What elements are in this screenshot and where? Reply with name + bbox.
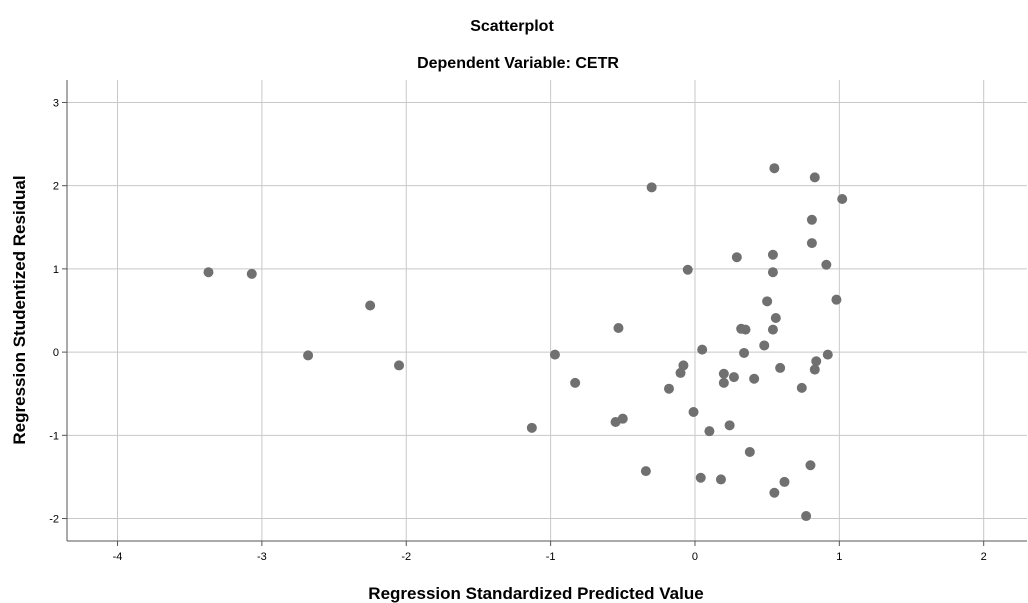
scatter-point <box>796 382 807 393</box>
scatter-point <box>767 324 778 335</box>
scatter-point <box>809 172 820 183</box>
x-tick-label: -2 <box>401 551 411 563</box>
x-axis-label: Regression Standardized Predicted Value <box>368 584 703 603</box>
scatter-point <box>697 344 708 355</box>
x-tick-label: -3 <box>257 551 267 563</box>
scatter-point <box>678 360 689 371</box>
chart-title: Scatterplot <box>470 18 554 35</box>
scatter-point <box>640 466 651 477</box>
scatter-point <box>303 350 314 361</box>
scatter-point <box>775 362 786 373</box>
x-tick-labels: -4 -3 -2 -1 0 1 2 <box>113 551 987 563</box>
data-points <box>203 163 848 522</box>
scatter-point <box>770 312 781 323</box>
x-tick-label: -4 <box>113 551 123 563</box>
scatter-point <box>394 360 405 371</box>
scatter-point <box>767 267 778 278</box>
scatter-point <box>570 377 581 388</box>
scatter-point <box>806 238 817 249</box>
x-tick-label: 1 <box>836 551 842 563</box>
scatter-point <box>646 182 657 193</box>
scatter-point <box>675 367 686 378</box>
scatter-point <box>617 413 628 424</box>
scatter-point <box>779 476 790 487</box>
scatter-point <box>526 422 537 433</box>
x-tick-label: -1 <box>546 551 556 563</box>
scatter-point <box>769 163 780 174</box>
scatter-point <box>682 264 693 275</box>
y-tick-label: -2 <box>49 514 59 526</box>
scatter-point <box>688 407 699 418</box>
scatter-point <box>728 372 739 383</box>
x-tick-label: 0 <box>692 551 698 563</box>
scatter-point <box>549 349 560 360</box>
scatter-point <box>715 474 726 485</box>
scatter-point <box>806 214 817 225</box>
y-tick-label: 0 <box>53 347 59 359</box>
scatter-point <box>831 294 842 305</box>
y-axis-label: Regression Studentized Residual <box>10 175 29 444</box>
scatter-point <box>759 340 770 351</box>
scatter-point <box>704 426 715 437</box>
scatter-point <box>767 249 778 260</box>
grid-lines <box>67 80 1027 541</box>
scatter-point <box>731 252 742 263</box>
scatter-point <box>724 420 735 431</box>
scatter-point <box>246 268 257 279</box>
scatter-point <box>203 267 214 278</box>
scatter-point <box>663 383 674 394</box>
y-tick-label: 1 <box>53 264 59 276</box>
scatter-point <box>837 193 848 204</box>
scatter-point <box>695 472 706 483</box>
scatter-point <box>801 511 812 522</box>
scatter-point <box>809 364 820 375</box>
scatter-point <box>821 259 832 270</box>
scatter-point <box>762 296 773 307</box>
scatter-point <box>740 324 751 335</box>
scatter-point <box>613 322 624 333</box>
scatter-point <box>365 300 376 311</box>
scatter-point <box>739 347 750 358</box>
scatter-point <box>749 373 760 384</box>
y-tick-labels: -2 -1 0 1 2 3 <box>49 97 59 525</box>
scatter-point <box>811 356 822 367</box>
scatter-point <box>744 446 755 457</box>
scatter-point <box>822 349 833 360</box>
scatter-point <box>769 487 780 498</box>
y-tick-label: 2 <box>53 181 59 193</box>
y-tick-label: 3 <box>53 97 59 109</box>
scatter-point <box>718 368 729 379</box>
chart-subtitle: Dependent Variable: CETR <box>417 55 619 72</box>
scatter-point <box>805 460 816 471</box>
x-tick-label: 2 <box>981 551 987 563</box>
plot-axes <box>62 80 1027 546</box>
scatter-point <box>718 377 729 388</box>
y-tick-label: -1 <box>49 430 59 442</box>
